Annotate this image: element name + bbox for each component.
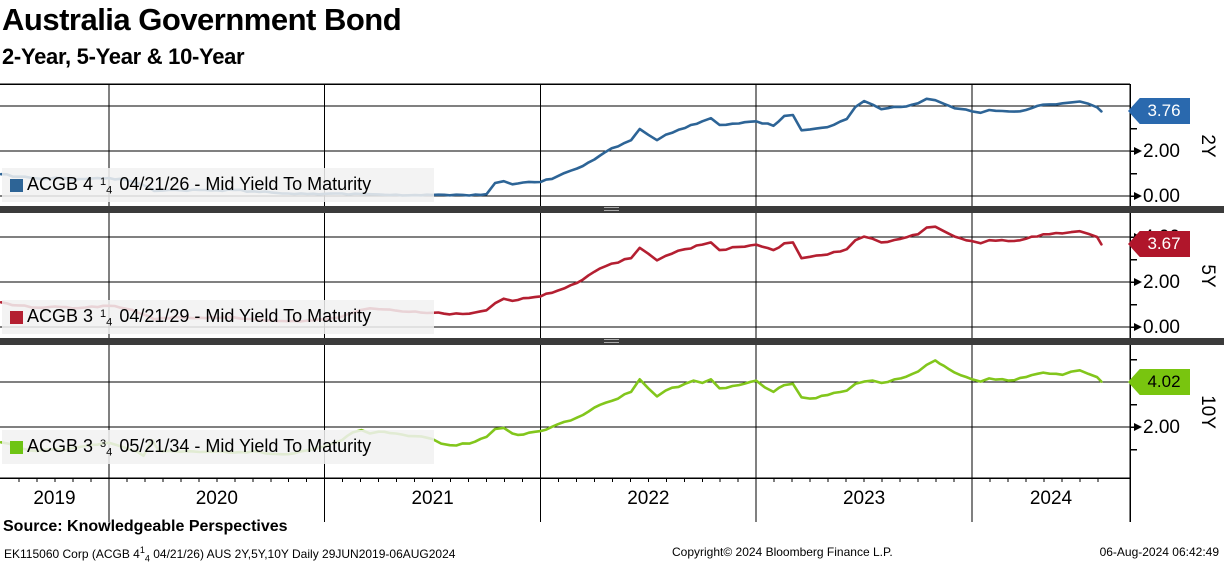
footer-bar: EK115060 Corp (ACGB 414 04/21/26) AUS 2Y… <box>0 542 1224 564</box>
x-axis-label-2020: 2020 <box>195 488 238 509</box>
x-axis-label-2022: 2022 <box>627 488 670 509</box>
page-title: Australia Government Bond <box>2 2 402 37</box>
legend-swatch-10y-icon <box>10 440 23 454</box>
x-axis-label-2019: 2019 <box>33 488 76 509</box>
ytick-2y-2: 2.00 <box>1143 141 1180 162</box>
x-axis-label-2021: 2021 <box>411 488 454 509</box>
legend-2y[interactable]: ACGB 4 14 04/21/26 - Mid Yield To Maturi… <box>2 168 434 202</box>
legend-label: ACGB 4 14 04/21/26 - Mid Yield To Maturi… <box>27 173 372 197</box>
panel-label-10y: 10Y <box>1197 395 1218 429</box>
legend-label: ACGB 3 34 05/21/34 - Mid Yield To Maturi… <box>27 435 372 459</box>
divider-grip-icon <box>604 207 619 212</box>
last-value-badge-5y: 3.67 <box>1128 231 1190 257</box>
divider-grip-icon <box>604 339 619 344</box>
legend-10y[interactable]: ACGB 3 34 05/21/34 - Mid Yield To Maturi… <box>2 430 434 464</box>
footer-datetime: 06-Aug-2024 06:42:49 <box>1099 545 1219 559</box>
last-value-badge-10y: 4.02 <box>1128 369 1190 395</box>
panel-label-5y: 5Y <box>1197 264 1218 288</box>
panel-divider-1[interactable] <box>0 206 1224 213</box>
last-value-badge-2y: 3.76 <box>1128 98 1190 124</box>
panel-divider-2[interactable] <box>0 338 1224 345</box>
legend-swatch-2y-icon <box>10 178 23 192</box>
legend-label: ACGB 3 14 04/21/29 - Mid Yield To Maturi… <box>27 305 372 329</box>
x-axis-label-2023: 2023 <box>842 488 886 509</box>
ytick-2y-0: 0.00 <box>1143 186 1180 207</box>
footer-copyright: Copyright© 2024 Bloomberg Finance L.P. <box>672 545 893 559</box>
source-line: Source: Knowledgeable Perspectives <box>3 518 288 535</box>
legend-swatch-5y-icon <box>10 310 23 324</box>
ytick-5y-0: 0.00 <box>1143 317 1180 338</box>
legend-5y[interactable]: ACGB 3 14 04/21/29 - Mid Yield To Maturi… <box>2 300 434 334</box>
page-subtitle: 2-Year, 5-Year & 10-Year <box>2 44 245 69</box>
ytick-10y-2: 2.00 <box>1143 417 1180 438</box>
footer-ticker: EK115060 Corp (ACGB 414 04/21/26) AUS 2Y… <box>4 545 456 564</box>
x-axis-label-2024: 2024 <box>1029 488 1073 509</box>
ytick-5y-2: 2.00 <box>1143 272 1180 293</box>
panel-label-2y: 2Y <box>1197 134 1218 158</box>
